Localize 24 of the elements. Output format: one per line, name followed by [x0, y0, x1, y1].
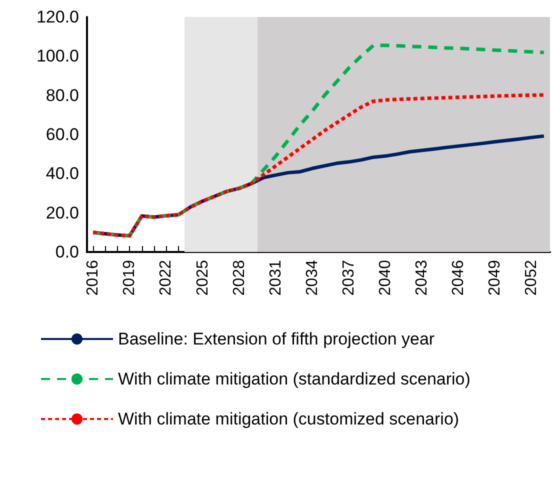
x-tick-label: 2031: [267, 260, 284, 296]
x-tick-label: 2046: [450, 260, 468, 296]
x-tick-label: 2022: [158, 260, 175, 296]
y-tick-label: 20.0: [46, 203, 79, 222]
x-tick-label: 2028: [230, 260, 248, 296]
x-tick-label: 2037: [340, 260, 358, 296]
legend-label: With climate mitigation (customized scenario): [118, 410, 460, 428]
y-tick-label: 120.0: [36, 8, 79, 26]
legend-label: Baseline: Extension of fifth projection year: [118, 330, 435, 348]
x-tick-label: 2025: [194, 260, 212, 296]
y-tick-label: 40.0: [46, 164, 79, 184]
x-tick-label: 2049: [486, 260, 504, 296]
x-tick-label: 2043: [414, 260, 431, 296]
y-tick-label: 0.0: [55, 242, 79, 262]
x-tick-label: 2016: [84, 260, 102, 296]
line-series: [91, 93, 546, 238]
x-tick-label: 2040: [377, 260, 394, 296]
legend-label: With climate mitigation (standardized scenario): [118, 370, 470, 388]
y-tick-label: 80.0: [46, 86, 79, 105]
x-tick-label: 2052: [523, 260, 540, 296]
x-tick-label: 2034: [304, 260, 321, 296]
x-tick-label: 2019: [121, 260, 138, 296]
y-tick-label: 100.0: [36, 46, 79, 66]
y-tick-label: 60.0: [46, 125, 79, 144]
